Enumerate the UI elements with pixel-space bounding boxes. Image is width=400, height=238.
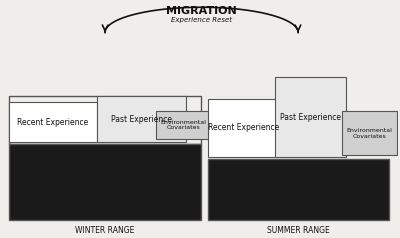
Text: Recent Experience: Recent Experience	[17, 118, 88, 127]
Text: SUMMER RANGE: SUMMER RANGE	[267, 226, 330, 235]
Bar	[342, 111, 397, 155]
Bar	[96, 96, 186, 143]
Bar	[208, 159, 389, 220]
Bar	[9, 96, 200, 144]
Text: Experience Reset: Experience Reset	[171, 17, 232, 23]
Text: Environmental
Covariates: Environmental Covariates	[346, 128, 392, 139]
Bar	[208, 99, 279, 157]
Text: MIGRATION: MIGRATION	[166, 6, 237, 16]
Text: Recent Experience: Recent Experience	[208, 123, 279, 132]
Bar	[9, 144, 200, 220]
Text: Past Experience: Past Experience	[280, 113, 341, 122]
Text: Past Experience: Past Experience	[111, 115, 172, 124]
Bar	[156, 111, 210, 139]
Bar	[9, 102, 96, 143]
Text: WINTER RANGE: WINTER RANGE	[75, 226, 135, 235]
Bar	[275, 77, 346, 157]
Text: Environmental
Covariates: Environmental Covariates	[160, 119, 206, 130]
